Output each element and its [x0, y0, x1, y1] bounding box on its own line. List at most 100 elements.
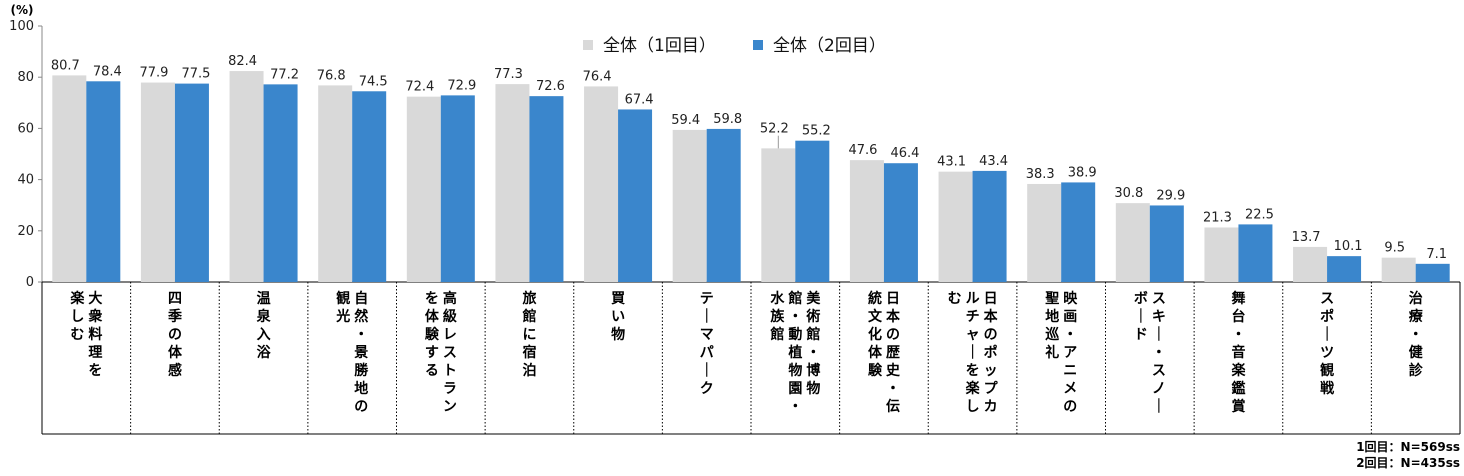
data-label-series-1: 38.3 [1026, 167, 1055, 182]
category-label: を体験する [425, 291, 440, 379]
data-label-series-1: 76.4 [583, 69, 612, 84]
legend-label: 全体（2回目） [773, 36, 886, 56]
data-label-series-1: 21.3 [1203, 210, 1232, 225]
data-label-series-1: 72.4 [405, 80, 434, 95]
data-label-series-2: 46.4 [890, 146, 919, 161]
data-label-series-1: 77.9 [139, 66, 168, 81]
data-label-series-1: 13.7 [1292, 230, 1321, 245]
bar-series-1 [584, 86, 619, 282]
bar-series-2 [440, 95, 475, 282]
bar-series-2 [86, 81, 121, 283]
category-label: 館・動植物園・ [787, 290, 802, 415]
bar-series-1 [1115, 203, 1150, 282]
bar-series-1 [140, 82, 175, 283]
sample-note: 1回目：N=569ss [1356, 440, 1460, 454]
data-label-series-1: 43.1 [937, 155, 966, 170]
bar-series-2 [795, 140, 830, 282]
data-label-series-1: 52.2 [760, 122, 789, 137]
bar-series-2 [1327, 256, 1362, 282]
category-label: 高級レストラン [443, 290, 457, 415]
data-label-series-2: 7.1 [1426, 247, 1447, 262]
bar-series-2 [1061, 182, 1096, 282]
category-label: む [948, 291, 962, 307]
sample-note: 2回目：N=435ss [1356, 456, 1460, 470]
bar-series-2 [263, 84, 298, 282]
bar-series-1 [849, 160, 884, 282]
bar-series-1 [229, 71, 264, 282]
bar-series-1 [52, 75, 87, 283]
data-label-series-2: 74.5 [359, 74, 388, 89]
data-label-series-1: 80.7 [51, 58, 80, 73]
sample-notes: 1回目：N=569ss 2回目：N=435ss [1356, 440, 1460, 470]
category-label: スポ｜ツ観戦 [1320, 291, 1335, 397]
bar-series-2 [352, 91, 387, 282]
y-tick-label: 100 [9, 19, 34, 34]
category-label: 旅館に宿泊 [521, 290, 536, 379]
data-label-series-2: 72.6 [536, 79, 565, 94]
bar-series-2 [972, 170, 1007, 282]
category-label: 大衆料理を [88, 290, 102, 379]
category-label: ルチャ｜を楽し [965, 291, 981, 415]
bar-series-1 [672, 129, 707, 282]
bar-series-1 [1293, 246, 1328, 282]
data-label-series-2: 22.5 [1245, 207, 1274, 222]
data-label-series-1: 47.6 [848, 143, 877, 158]
category-label: 日本の歴史・伝 [886, 291, 901, 415]
data-label-series-2: 78.4 [93, 64, 122, 79]
data-label-series-1: 30.8 [1114, 186, 1143, 201]
bar-series-2 [529, 96, 564, 282]
legend-swatch [583, 40, 593, 50]
data-label-series-2: 67.4 [625, 92, 654, 107]
data-label-series-2: 72.9 [447, 78, 476, 93]
data-label-series-2: 59.8 [713, 112, 742, 127]
bar-series-1 [1027, 183, 1062, 282]
bar-series-1 [761, 148, 796, 282]
bar-series-1 [495, 84, 530, 282]
data-label-series-2: 77.5 [181, 67, 210, 82]
bar-series-2 [883, 163, 918, 282]
data-label-series-1: 82.4 [228, 54, 257, 69]
bar-series-1 [406, 96, 441, 282]
category-label: 買い物 [611, 291, 626, 343]
category-label: 映画・アニメの [1063, 291, 1078, 415]
data-label-series-2: 38.9 [1068, 165, 1097, 180]
y-tick-label: 60 [17, 121, 34, 136]
data-label-series-1: 59.4 [671, 113, 700, 128]
bars [52, 71, 1450, 283]
unit-label: (%) [11, 3, 34, 17]
category-label: 治療・健診 [1409, 290, 1424, 379]
y-tick-label: 80 [17, 70, 34, 85]
y-tick-label: 40 [17, 173, 34, 188]
data-label-series-2: 43.4 [979, 154, 1008, 169]
bar-series-1 [1204, 227, 1239, 282]
bar-series-1 [318, 85, 353, 282]
category-label: テ｜マパ｜ク [700, 291, 714, 397]
data-labels: 80.7 78.4 77.9 77.5 82.4 77.2 76.8 74.5 72.4 72.9… [51, 54, 1447, 262]
category-label: 自然・景勝地の [354, 290, 369, 415]
legend-swatch [753, 40, 763, 50]
y-tick-label: 20 [17, 224, 34, 239]
bar-series-2 [1415, 263, 1450, 282]
data-label-series-2: 29.9 [1156, 188, 1185, 203]
data-label-series-2: 10.1 [1334, 239, 1363, 254]
data-label-series-2: 55.2 [802, 124, 831, 139]
category-label: ボ｜ド [1134, 291, 1148, 343]
category-label: 楽しむ [69, 290, 85, 343]
y-tick-label: 0 [26, 275, 34, 290]
bar-series-1 [938, 171, 973, 282]
category-label: スキ｜・スノ｜ [1152, 291, 1166, 415]
bar-series-2 [706, 128, 741, 282]
bar-series-2 [618, 109, 653, 283]
category-label: 水族館 [769, 290, 785, 343]
category-label: 日本のポップカ [984, 291, 999, 415]
category-label: 統文化体験 [868, 290, 883, 379]
category-label: 観光 [335, 290, 350, 325]
category-label: 舞台・音楽鑑賞 [1230, 290, 1246, 415]
bar-series-1 [1381, 257, 1416, 282]
legend-label: 全体（1回目） [603, 36, 716, 56]
data-label-series-1: 9.5 [1384, 241, 1405, 256]
bar-series-2 [174, 83, 209, 282]
data-label-series-1: 77.3 [494, 67, 523, 82]
category-label: 温泉入浴 [257, 291, 272, 361]
